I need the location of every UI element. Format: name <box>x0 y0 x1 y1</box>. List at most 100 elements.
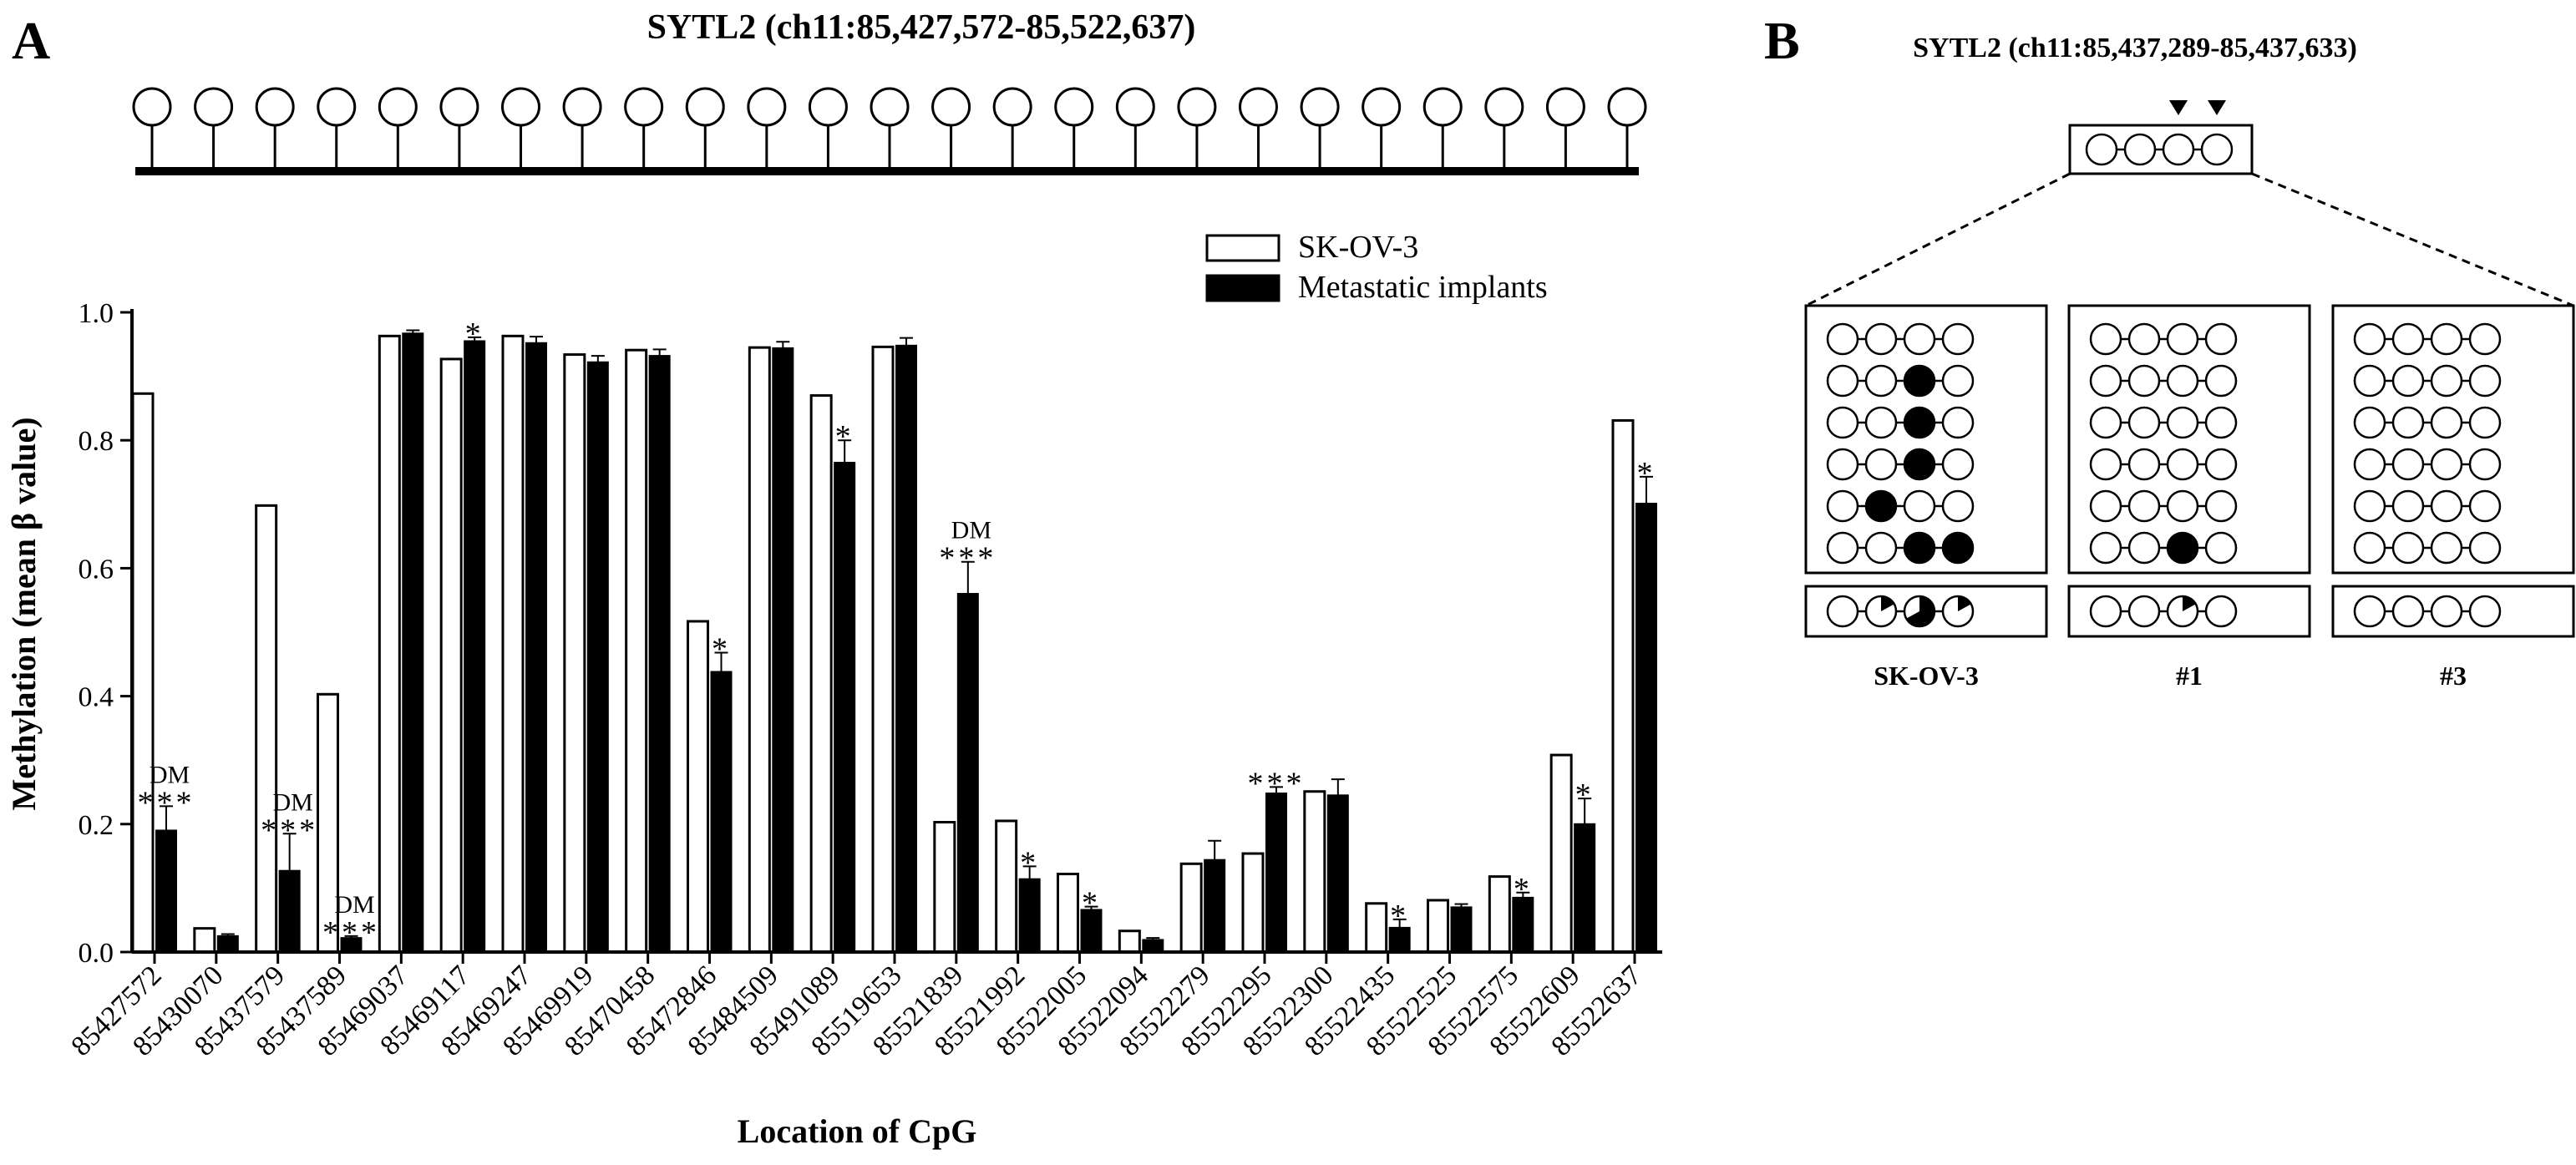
y-tick-label: 0.6 <box>79 554 114 585</box>
unmethylated-cpg-circle <box>2204 406 2238 439</box>
unmethylated-cpg-circle <box>2391 406 2425 439</box>
unmethylated-cpg-circle <box>2127 406 2161 439</box>
unmethylated-cpg-circle <box>2353 489 2386 523</box>
y-tick-label: 0.8 <box>79 426 114 457</box>
bar-sk-ov-3 <box>1179 862 1203 954</box>
panel-b-letter: B <box>1764 11 1800 70</box>
significance-stars: * <box>835 419 854 454</box>
cpg-site-circle <box>685 87 725 127</box>
unmethylated-cpg-circle <box>2430 531 2463 565</box>
bar-metastatic-implants <box>525 342 547 953</box>
unmethylated-cpg-circle <box>2204 531 2238 565</box>
cpg-site-circle <box>747 87 787 127</box>
bar-metastatic-implants <box>216 935 239 953</box>
sample-column: SK-OV-3 <box>1804 304 2048 691</box>
methylated-cpg-circle <box>1903 531 1936 565</box>
unmethylated-cpg-circle <box>2166 322 2199 356</box>
unmethylated-cpg-circle <box>2430 448 2463 481</box>
bars <box>131 329 1657 954</box>
bisulfite-sequencing-panel: SK-OV-3 #1 #3 <box>1804 100 2575 691</box>
unmethylated-cpg-circle <box>2089 364 2122 398</box>
bar-sk-ov-3 <box>1057 873 1079 954</box>
unmethylated-cpg-circle <box>2468 531 2502 565</box>
unmethylated-cpg-circle <box>1826 322 1859 356</box>
unmethylated-cpg-circle <box>2127 531 2161 565</box>
dm-label: DM <box>150 761 190 788</box>
significance-stars: *** <box>322 915 380 950</box>
unmethylated-cpg-circle <box>2430 489 2463 523</box>
cpg-lollipop-track <box>132 87 1647 175</box>
panel-a-letter: A <box>12 11 50 70</box>
y-tick-label: 0.2 <box>79 810 114 841</box>
cpg-site-circle <box>378 87 418 127</box>
y-axis: 0.0 0.2 0.4 0.6 0.8 1.0 <box>79 298 134 969</box>
dm-label: DM <box>951 517 991 545</box>
x-axis-label: Location of CpG <box>738 1112 977 1150</box>
significance-stars: * <box>1390 899 1409 934</box>
bar-metastatic-implants <box>1142 939 1164 954</box>
sample-column: #1 <box>2067 304 2311 691</box>
methylation-fraction-wedge <box>1958 596 1971 611</box>
unmethylated-cpg-circle <box>2204 364 2238 398</box>
bar-sk-ov-3 <box>1303 790 1326 954</box>
significance-annotations: ***DM***DM***DM******DM********* <box>138 317 1653 950</box>
cpg-site-circle <box>1422 87 1463 127</box>
unmethylated-cpg-circle <box>2127 322 2161 356</box>
unmethylated-cpg-circle <box>1864 364 1898 398</box>
bar-sk-ov-3 <box>378 334 401 954</box>
bar-sk-ov-3 <box>687 620 709 954</box>
sample-column: #3 <box>2331 304 2575 691</box>
bar-metastatic-implants <box>1512 896 1534 954</box>
methylated-cpg-circle <box>1941 531 1975 565</box>
unmethylated-cpg-circle <box>2089 489 2122 523</box>
sample-label: SK-OV-3 <box>1874 661 1979 691</box>
cpg-site-circle <box>194 87 234 127</box>
unmethylated-cpg-circle <box>2353 322 2386 356</box>
bar-sk-ov-3 <box>1611 418 1635 954</box>
methylated-cpg-circle <box>2166 531 2199 565</box>
bar-sk-ov-3 <box>317 692 339 954</box>
significance-stars: *** <box>261 813 318 848</box>
cpg-site-circle <box>501 87 540 127</box>
zoom-dashed-line <box>1805 172 2071 307</box>
bar-metastatic-implants <box>772 347 794 953</box>
y-tick-label: 0.0 <box>79 938 114 969</box>
unmethylated-cpg-circle <box>1864 406 1898 439</box>
bar-sk-ov-3 <box>871 345 895 954</box>
cpg-site-circle <box>1177 87 1217 127</box>
legend-swatch-sk-ov-3 <box>1205 234 1280 262</box>
unmethylated-cpg-circle <box>1864 448 1898 481</box>
unmethylated-cpg-circle <box>2353 406 2386 439</box>
bar-sk-ov-3 <box>625 348 648 954</box>
unmethylated-cpg-circle <box>2430 364 2463 398</box>
cpg-site-circle <box>870 87 910 127</box>
summary-cpg-circle <box>2430 595 2463 628</box>
bar-metastatic-implants <box>402 332 424 953</box>
panel-b-title: SYTL2 (ch11:85,437,289-85,437,633) <box>1913 33 2357 63</box>
panel-a-title: SYTL2 (ch11:85,427,572-85,522,637) <box>647 8 1196 47</box>
cpg-site-circle <box>1362 87 1402 127</box>
bar-sk-ov-3 <box>131 392 155 954</box>
bar-sk-ov-3 <box>1241 852 1265 954</box>
unmethylated-cpg-circle <box>2353 364 2386 398</box>
unmethylated-cpg-circle <box>1826 406 1859 439</box>
bar-metastatic-implants <box>155 829 177 954</box>
bar-sk-ov-3 <box>809 394 833 954</box>
methylated-cpg-circle <box>1903 364 1936 398</box>
bar-metastatic-implants <box>834 462 856 953</box>
unmethylated-cpg-circle <box>2089 531 2122 565</box>
unmethylated-cpg-circle <box>2391 531 2425 565</box>
unmethylated-cpg-circle <box>1826 531 1859 565</box>
cpg-site-circle <box>1239 87 1278 127</box>
unmethylated-cpg-circle <box>2166 448 2199 481</box>
unmethylated-cpg-circle <box>2127 489 2161 523</box>
bar-sk-ov-3 <box>193 927 216 954</box>
unmethylated-cpg-circle <box>1826 489 1859 523</box>
bar-sk-ov-3 <box>1118 929 1141 954</box>
sample-label: #1 <box>2176 661 2203 691</box>
unmethylated-cpg-circle <box>1941 406 1975 439</box>
significance-stars: *** <box>939 541 996 576</box>
bar-metastatic-implants <box>586 361 609 953</box>
cpg-marker-arrow <box>2169 100 2188 115</box>
unmethylated-cpg-circle <box>2391 364 2425 398</box>
